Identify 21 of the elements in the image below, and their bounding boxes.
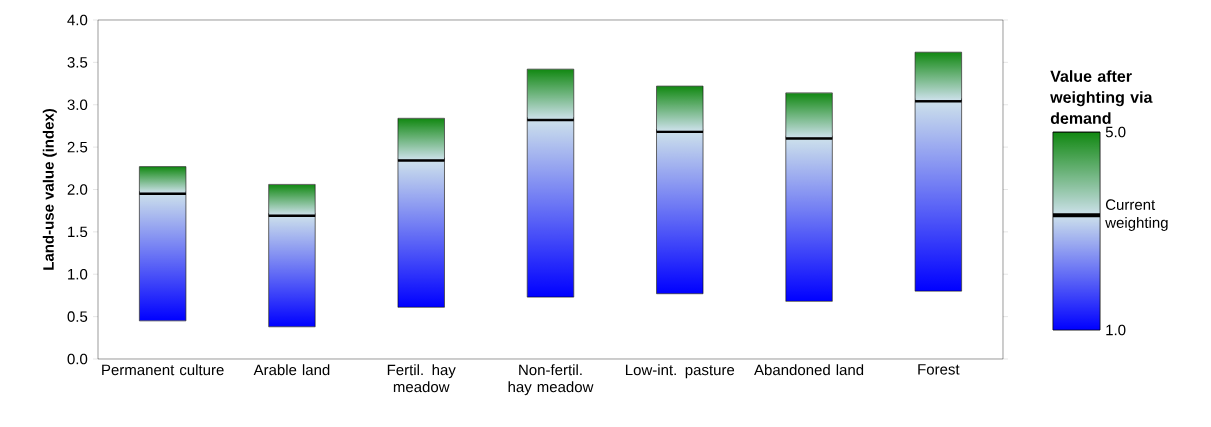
- y-tick-label: 0.0: [67, 353, 88, 365]
- color-bar-label: 1.0: [1106, 324, 1126, 336]
- x-tick-label: Forest: [918, 364, 960, 375]
- text: Current weighting: [1105, 199, 1168, 231]
- color-bar-label: 5.0: [1105, 126, 1126, 138]
- x-tick-label: Non-fertil. hay meadow: [508, 364, 594, 396]
- y-axis-title: Land-use value (index): [42, 108, 57, 270]
- x-tick-label: Low-int. pasture: [625, 364, 735, 379]
- x-tick-label: Abandoned land: [754, 364, 864, 376]
- x-tick-label: Arable land: [253, 364, 330, 376]
- y-tick-label: 2.5: [67, 141, 88, 153]
- y-tick-label: 2.0: [67, 184, 88, 195]
- color-bar-title: Value after weighting via demand: [1050, 70, 1153, 124]
- y-tick-label: 0.5: [67, 311, 88, 322]
- y-tick-label: 1.0: [68, 268, 88, 280]
- y-tick-label: 3.0: [67, 99, 88, 111]
- y-tick-label: 4.0: [67, 14, 88, 26]
- y-tick-label: 1.5: [68, 226, 88, 238]
- y-tick-label: 3.5: [67, 57, 88, 68]
- x-tick-label: Fertil. hay meadow: [387, 364, 456, 393]
- x-tick-label: Permanent culture: [102, 364, 224, 376]
